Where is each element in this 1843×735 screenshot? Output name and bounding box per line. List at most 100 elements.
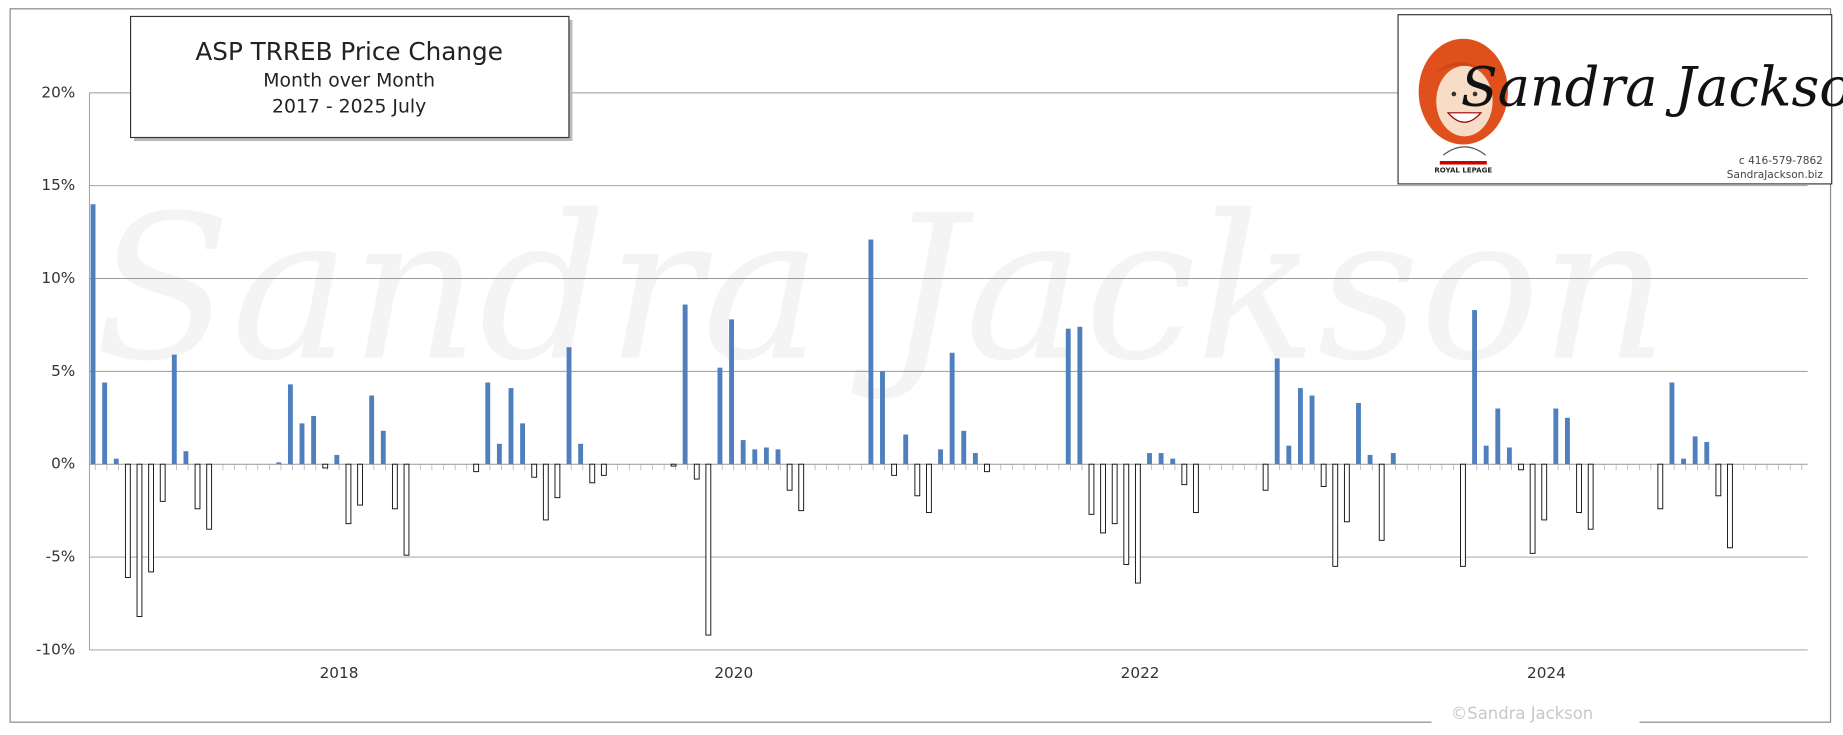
bar xyxy=(113,458,119,465)
bar xyxy=(206,463,213,530)
y-tick-label: 10% xyxy=(41,269,75,287)
bar xyxy=(1134,463,1141,584)
bar xyxy=(496,443,502,465)
title-box xyxy=(129,15,570,139)
y-tick-label: -5% xyxy=(46,548,76,566)
x-tick-label: 2020 xyxy=(714,664,753,682)
bar xyxy=(903,434,909,465)
bar xyxy=(485,382,491,465)
y-tick-label: 20% xyxy=(41,83,75,101)
bar xyxy=(403,463,410,556)
bar xyxy=(682,304,688,465)
bar xyxy=(520,423,526,465)
chart-subtitle: Month over Month xyxy=(263,71,435,92)
bar xyxy=(578,443,584,465)
bar xyxy=(717,367,723,465)
x-tick-label: 2018 xyxy=(320,664,359,682)
bar xyxy=(345,463,352,525)
bar xyxy=(1181,463,1188,486)
y-tick-label: -10% xyxy=(36,640,75,658)
bar xyxy=(90,204,96,465)
logo-company: ROYAL LEPAGE xyxy=(1434,165,1492,174)
bar xyxy=(949,352,955,465)
bar xyxy=(1727,463,1733,549)
logo-website: SandraJackson.biz xyxy=(1727,169,1824,181)
frame xyxy=(9,8,1832,723)
bar xyxy=(1123,463,1130,565)
logo-signature: Sandra Jackson xyxy=(1461,56,1843,119)
bar xyxy=(380,430,386,465)
bar xyxy=(1495,408,1501,465)
bar xyxy=(1170,458,1176,465)
bar xyxy=(322,463,329,469)
bar xyxy=(740,440,746,465)
bar xyxy=(124,463,131,578)
bar xyxy=(473,463,480,473)
bar xyxy=(926,463,932,513)
bar xyxy=(1506,447,1512,465)
bar xyxy=(1100,463,1106,534)
bar xyxy=(868,239,874,465)
bar xyxy=(136,463,143,617)
bar xyxy=(763,447,769,465)
x-tick-label: 2024 xyxy=(1527,664,1566,682)
bar xyxy=(798,463,805,512)
bar xyxy=(334,454,340,465)
bar xyxy=(1472,310,1478,465)
bar xyxy=(1320,463,1327,487)
bar xyxy=(1715,463,1722,497)
bar xyxy=(705,463,712,636)
bar xyxy=(1088,463,1095,515)
bar xyxy=(148,463,154,573)
bar xyxy=(1367,454,1373,465)
y-tick-label: 0% xyxy=(51,455,75,473)
bar xyxy=(1669,382,1675,465)
bar xyxy=(1518,463,1524,471)
watermark: Sandra Jackson xyxy=(94,174,1668,406)
bar xyxy=(1065,328,1071,465)
bar xyxy=(752,449,758,465)
bar xyxy=(1553,408,1559,465)
bar xyxy=(1332,463,1339,567)
bar xyxy=(670,463,677,467)
bar xyxy=(1565,417,1570,465)
bar xyxy=(1529,463,1536,554)
bar xyxy=(566,347,572,465)
bar xyxy=(1692,436,1698,465)
bar xyxy=(1147,453,1152,465)
bar xyxy=(1390,453,1396,465)
bar xyxy=(589,463,596,484)
chart-title: ASP TRREB Price Change xyxy=(195,37,502,66)
bar xyxy=(508,388,514,465)
bar xyxy=(1343,463,1350,523)
bar xyxy=(299,423,305,465)
bar xyxy=(1587,463,1594,530)
bar xyxy=(1077,326,1083,465)
bar xyxy=(287,384,293,465)
bar xyxy=(542,463,549,521)
bar xyxy=(1541,463,1548,521)
chart-period: 2017 - 2025 July xyxy=(272,96,426,117)
bar xyxy=(693,463,700,480)
bar xyxy=(938,449,943,465)
bar xyxy=(972,453,978,465)
bar xyxy=(1681,458,1686,465)
bar xyxy=(1111,463,1118,525)
bar xyxy=(984,463,990,473)
bar xyxy=(357,463,363,506)
y-tick-label: 5% xyxy=(51,362,75,380)
bar xyxy=(159,463,166,502)
bar xyxy=(1657,463,1664,510)
bar xyxy=(1460,463,1466,567)
logo-phone: c 416-579-7862 xyxy=(1739,155,1823,167)
bar xyxy=(1262,463,1269,491)
bar xyxy=(1274,358,1280,465)
bar xyxy=(914,463,921,497)
bar xyxy=(729,319,735,465)
bar xyxy=(891,463,898,476)
bar xyxy=(786,463,793,491)
bar xyxy=(1483,445,1489,465)
bar xyxy=(1297,388,1303,465)
